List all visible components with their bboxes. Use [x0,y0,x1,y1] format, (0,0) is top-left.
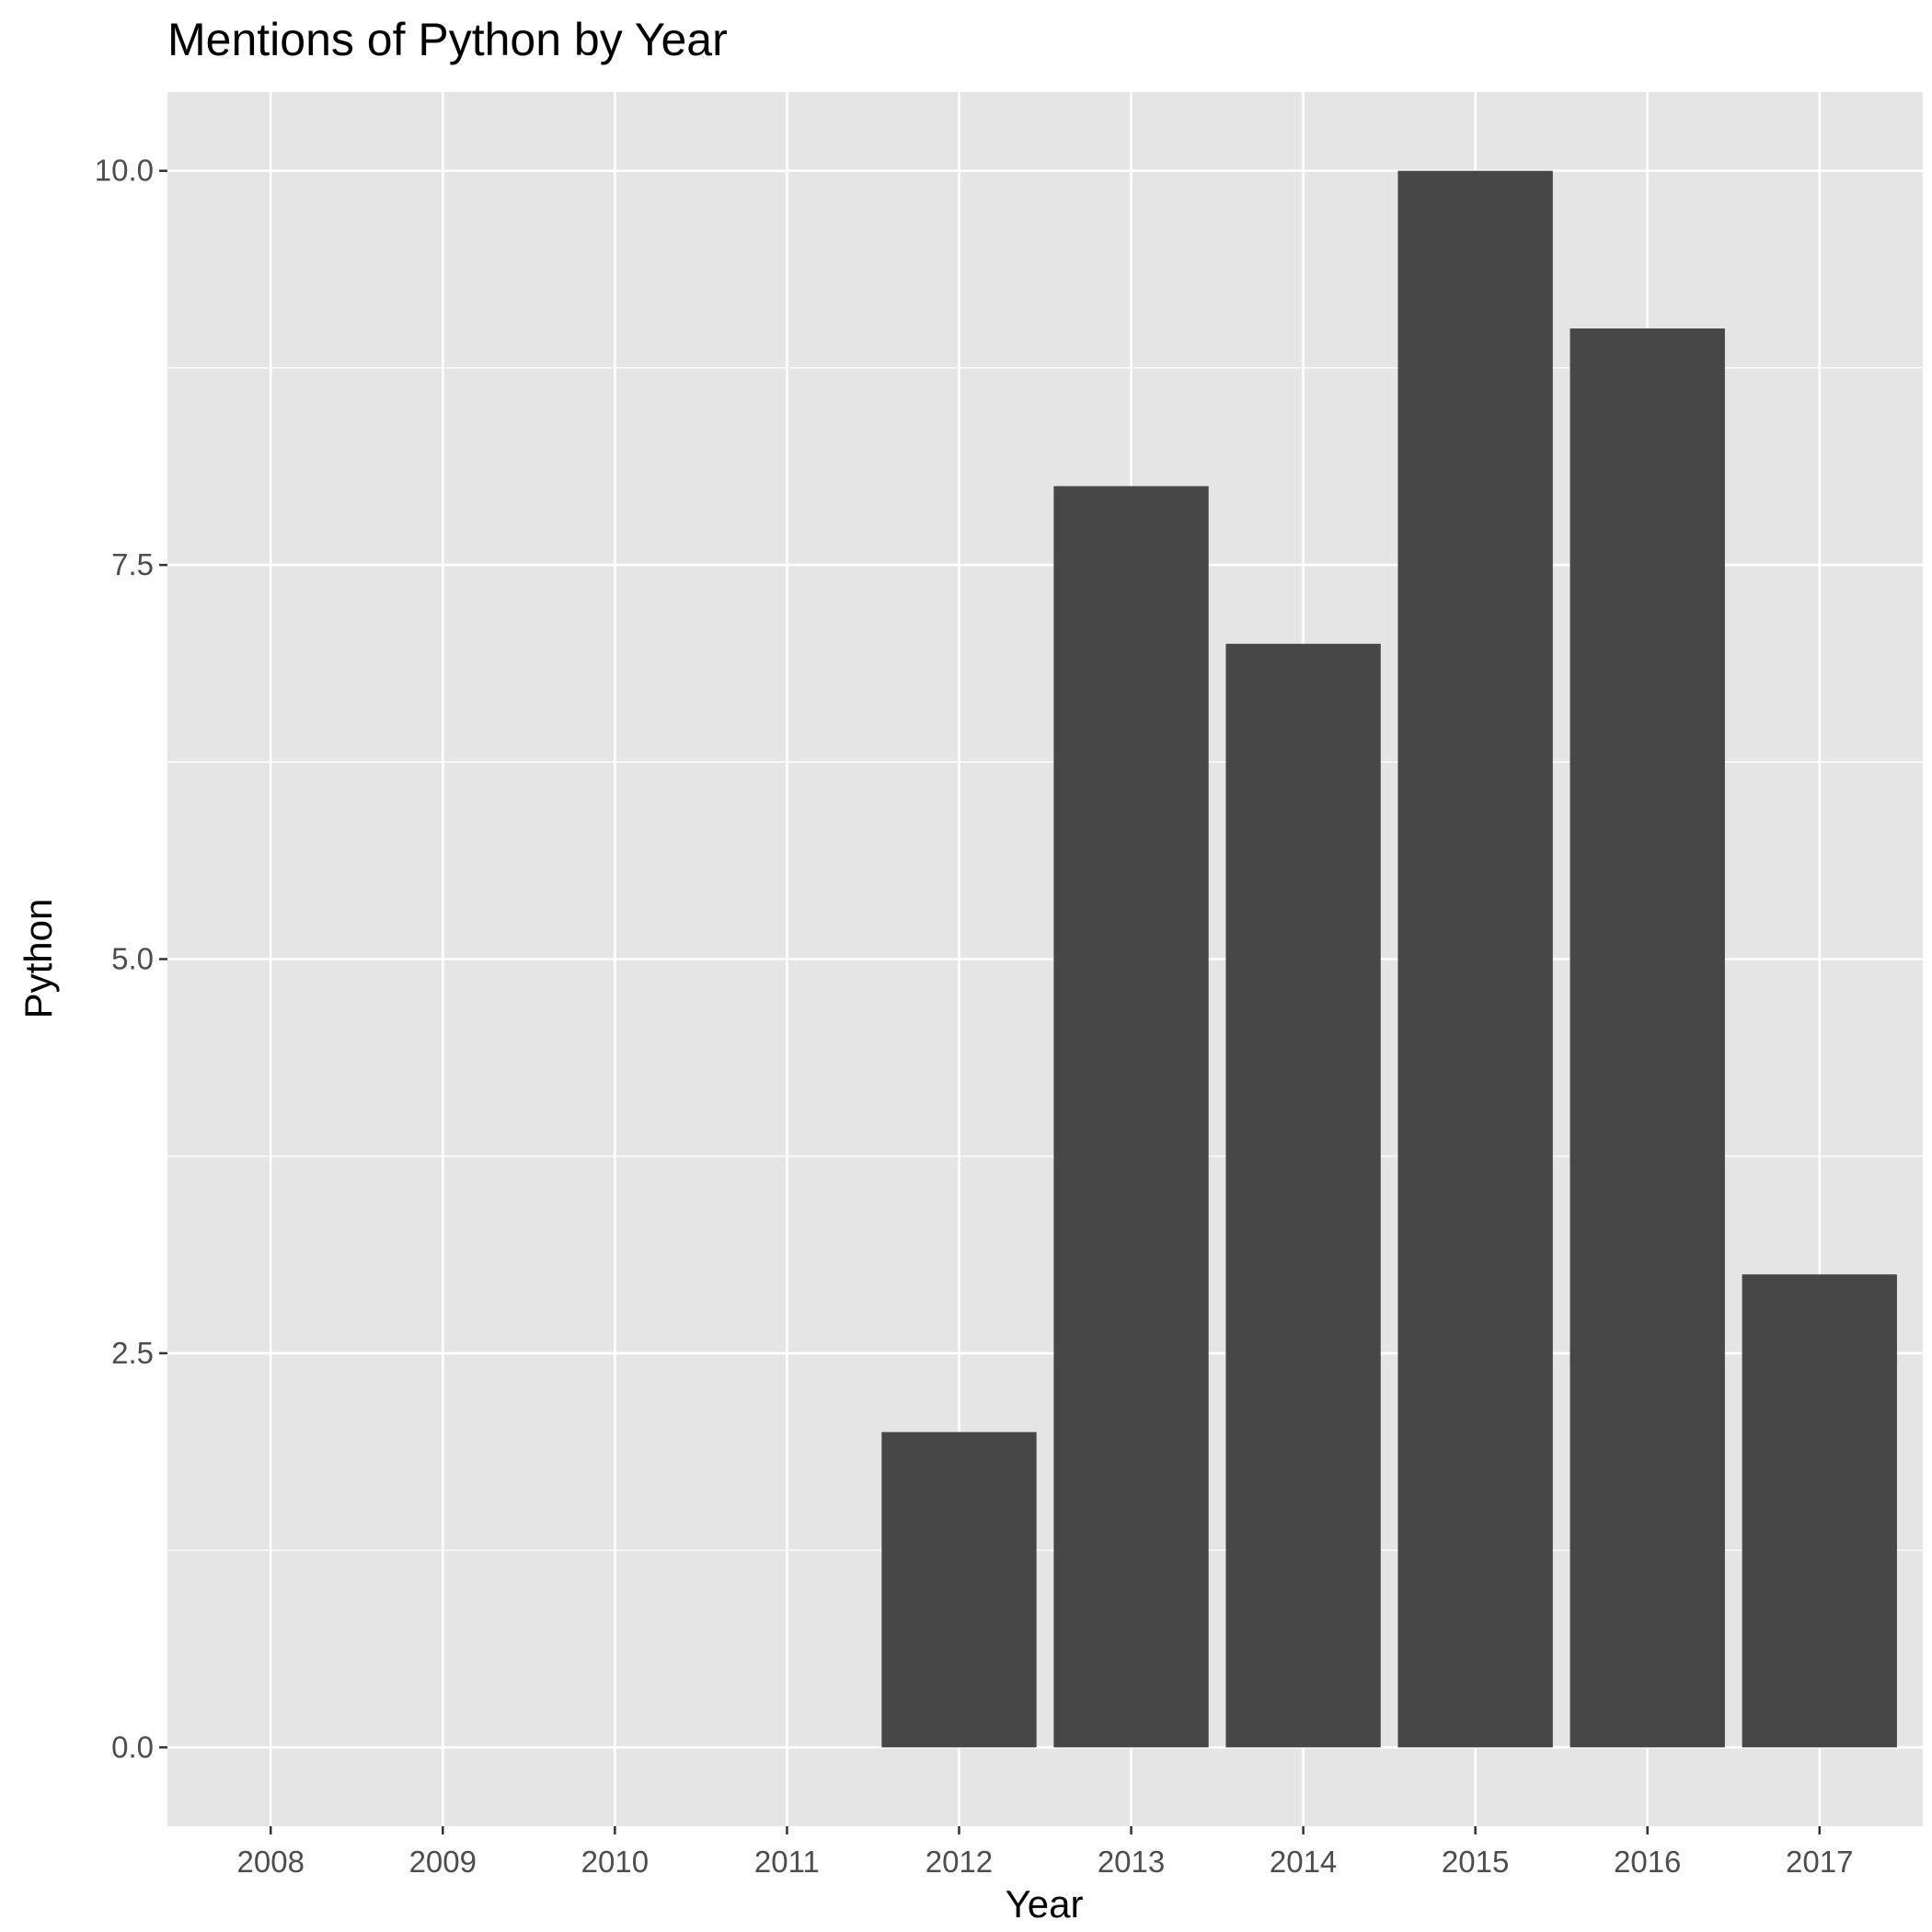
y-tick-label: 5.0 [111,942,154,976]
x-tick-label: 2014 [1270,1845,1337,1879]
bars [881,170,1897,1748]
x-tick-label: 2017 [1786,1845,1853,1879]
bar-2013 [1053,486,1209,1748]
x-tick-label: 2008 [237,1845,305,1879]
y-tick-label: 0.0 [111,1730,154,1764]
x-tick-label: 2010 [581,1845,649,1879]
x-tick-label: 2009 [409,1845,477,1879]
bar-2015 [1397,170,1553,1748]
y-tick-label: 2.5 [111,1336,154,1370]
x-tick-label: 2016 [1614,1845,1681,1879]
y-axis: 0.0 2.5 5.0 7.5 10.0 [95,154,167,1764]
x-tick-label: 2013 [1098,1845,1165,1879]
x-tick-label: 2015 [1442,1845,1509,1879]
x-axis: 2008 2009 2010 2011 2012 2013 2014 2015 2016 2017 [237,1826,1853,1879]
chart-title: Mentions of Python by Year [167,14,728,65]
bar-2016 [1570,328,1725,1748]
y-axis-title: Python [17,899,60,1019]
bar-2017 [1742,1274,1897,1748]
x-tick-label: 2011 [754,1845,820,1879]
y-tick-label: 7.5 [111,547,154,581]
bar-2014 [1225,643,1381,1748]
y-tick-label: 10.0 [95,154,154,188]
bar-2012 [881,1432,1037,1748]
x-tick-label: 2012 [926,1845,993,1879]
x-axis-title: Year [1006,1882,1084,1926]
